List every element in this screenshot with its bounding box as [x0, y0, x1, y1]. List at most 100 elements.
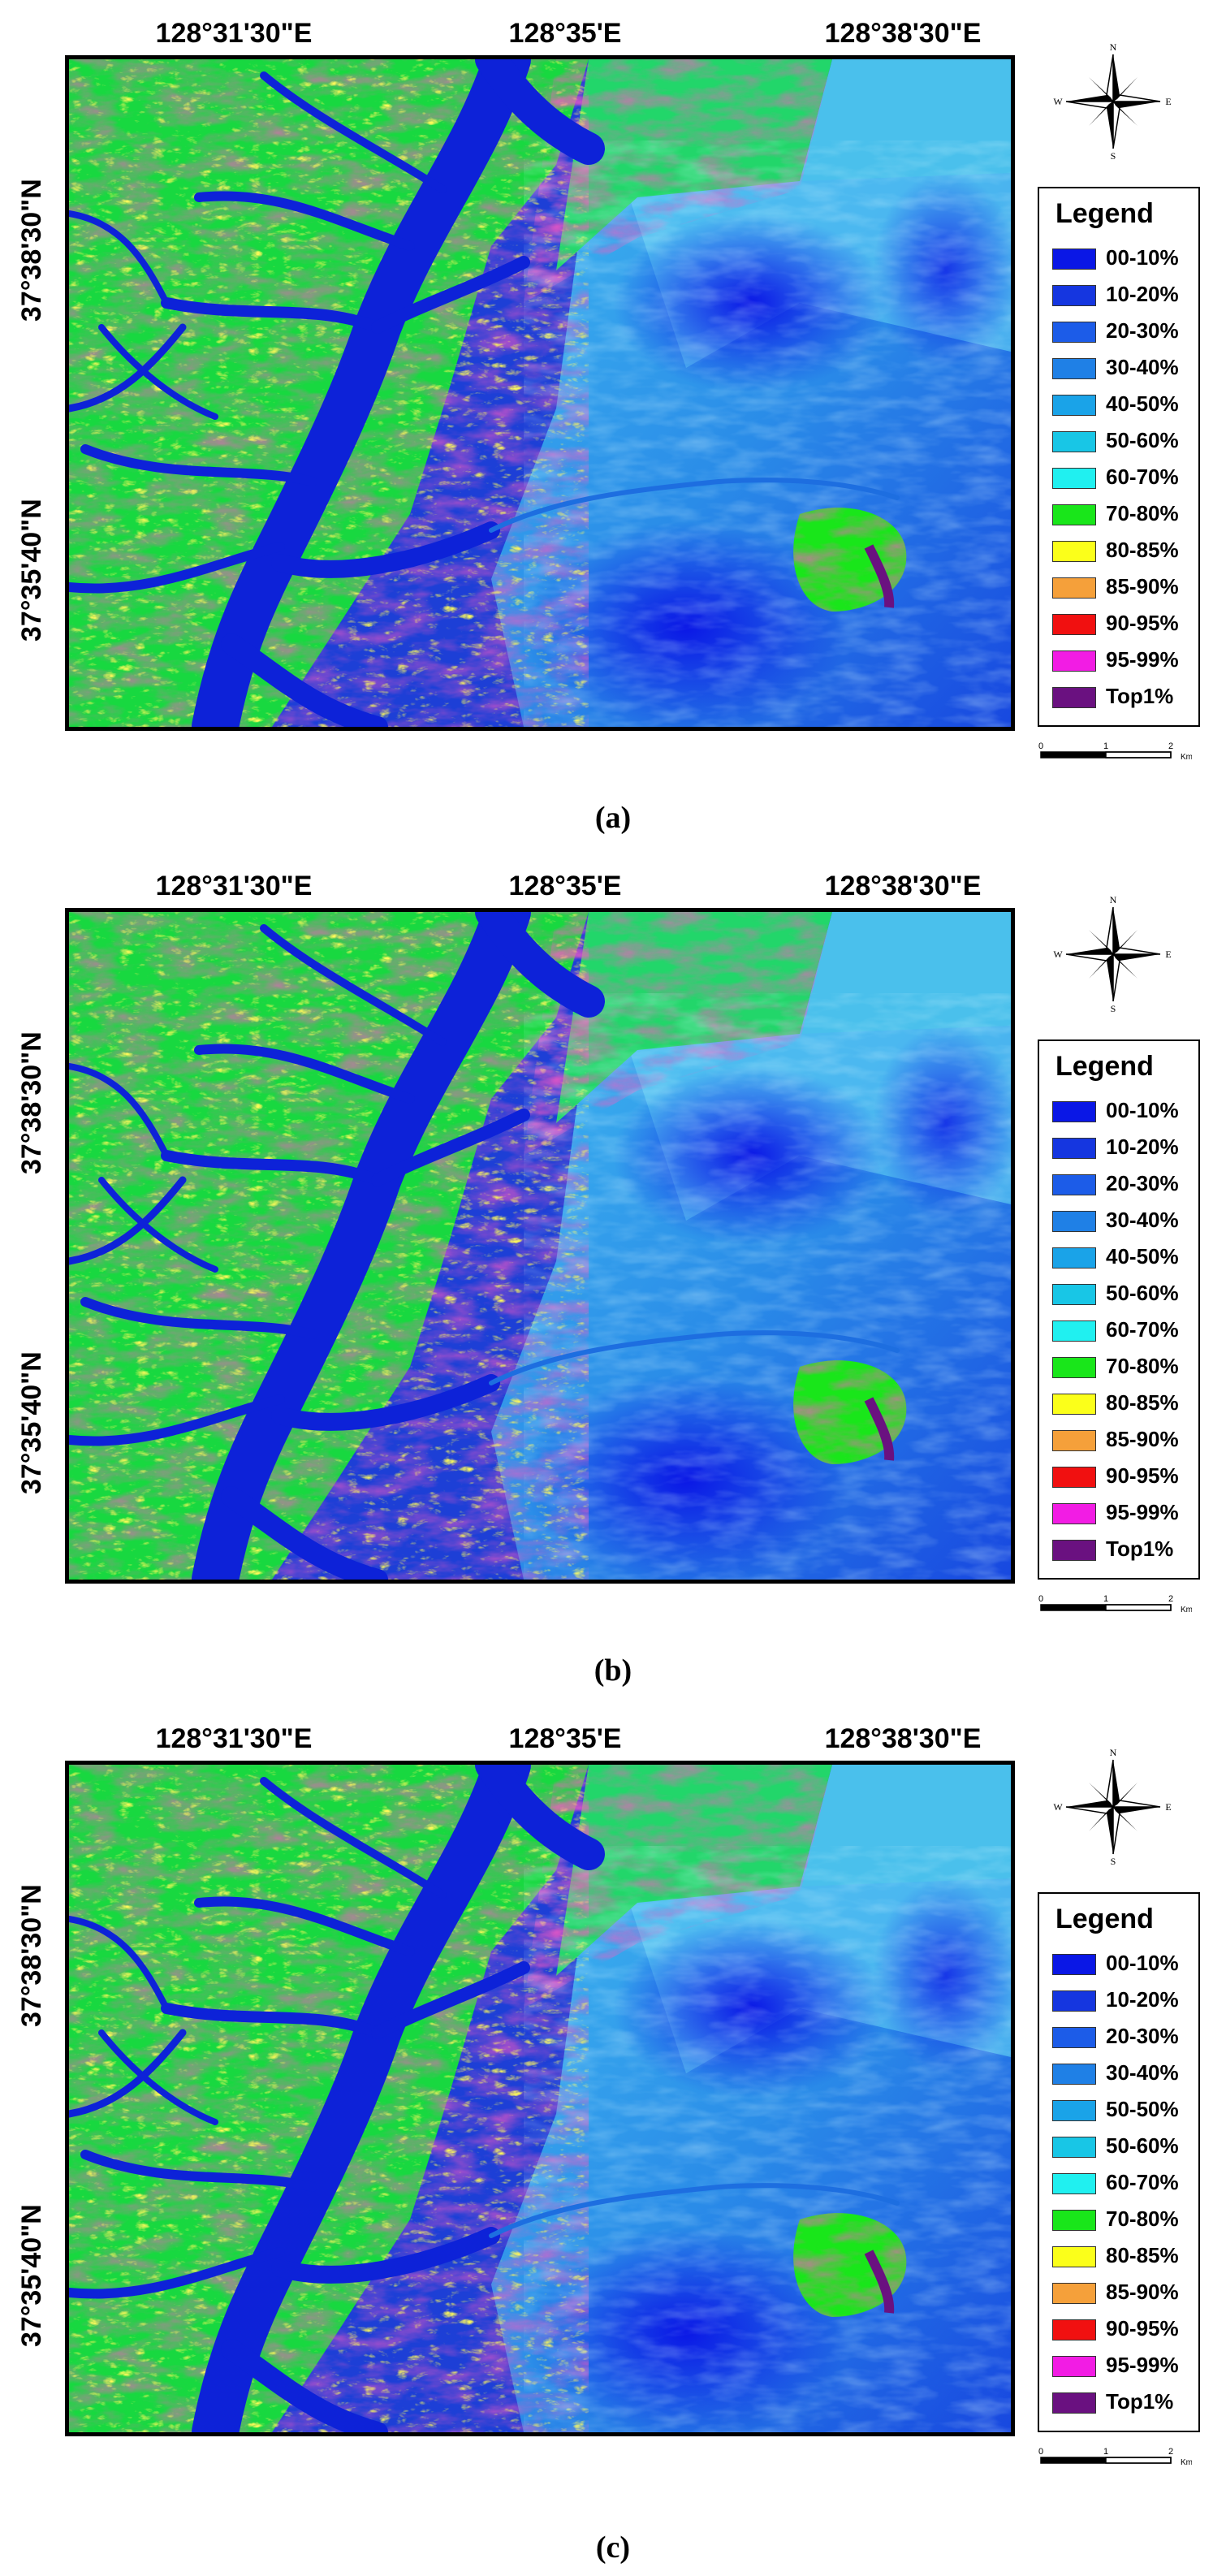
legend-swatch — [1052, 358, 1096, 379]
legend-swatch — [1052, 1990, 1096, 2012]
compass-w: W — [1053, 1801, 1063, 1813]
legend-item: 00-10% — [1052, 1096, 1198, 1127]
legend-swatch — [1052, 541, 1096, 562]
legend-swatch — [1052, 2137, 1096, 2158]
legend-swatch — [1052, 1211, 1096, 1232]
legend-swatch — [1052, 2319, 1096, 2340]
legend-label: 90-95% — [1106, 611, 1179, 635]
legend-label: 80-85% — [1106, 2243, 1179, 2267]
legend-swatch — [1052, 395, 1096, 416]
latitude-label: 37°35'40"N — [16, 1351, 47, 1494]
legend-label: 50-50% — [1106, 2097, 1179, 2121]
legend-item: 60-70% — [1052, 1316, 1198, 1346]
latitude-label: 37°38'30"N — [16, 179, 47, 322]
legend-label: 00-10% — [1106, 1098, 1179, 1122]
legend-item: 10-20% — [1052, 1986, 1198, 2016]
legend-item: 30-40% — [1052, 1206, 1198, 1237]
map-raster — [69, 59, 1011, 727]
legend-label: Top1% — [1106, 1537, 1174, 1561]
legend-item: Top1% — [1052, 2388, 1198, 2418]
legend-title: Legend — [1055, 1051, 1154, 1082]
compass-e: E — [1165, 1801, 1171, 1813]
scale-tick-1: 1 — [1103, 2447, 1108, 2457]
legend-item: 50-60% — [1052, 2132, 1198, 2163]
legend-label: 70-80% — [1106, 501, 1179, 525]
legend-label: 30-40% — [1106, 1208, 1179, 1232]
legend-item: 70-80% — [1052, 1352, 1198, 1383]
compass-s: S — [1111, 1003, 1116, 1014]
legend-label: 90-95% — [1106, 1463, 1179, 1488]
legend-title: Legend — [1055, 198, 1154, 229]
legend-label: 90-95% — [1106, 2316, 1179, 2340]
legend-label: Top1% — [1106, 2389, 1174, 2414]
legend-label: 20-30% — [1106, 2024, 1179, 2048]
susceptibility-map[interactable] — [65, 908, 1015, 1584]
legend-label: 10-20% — [1106, 1135, 1179, 1159]
legend-item: 10-20% — [1052, 280, 1198, 311]
legend-item: 80-85% — [1052, 2241, 1198, 2272]
legend-label: 50-60% — [1106, 2133, 1179, 2158]
panel-caption: (a) — [594, 801, 632, 835]
legend-swatch — [1052, 577, 1096, 599]
scale-tick-1: 1 — [1103, 1594, 1108, 1604]
legend-item: 20-30% — [1052, 317, 1198, 348]
legend-item: 60-70% — [1052, 463, 1198, 494]
legend: Legend 00-10% 10-20% 20-30% 30-40% 40-50% 50-… — [1038, 187, 1200, 727]
legend-label: 40-50% — [1106, 1244, 1179, 1269]
compass-s: S — [1111, 1856, 1116, 1867]
scale-tick-0: 0 — [1038, 2447, 1043, 2457]
north-arrow-icon: N S E W — [1053, 41, 1171, 162]
legend-label: 30-40% — [1106, 2060, 1179, 2085]
legend-swatch — [1052, 1101, 1096, 1122]
legend-item: 50-60% — [1052, 1279, 1198, 1310]
legend-swatch — [1052, 285, 1096, 306]
longitude-label: 128°31'30"E — [155, 1723, 313, 1754]
legend-label: 70-80% — [1106, 1354, 1179, 1378]
scale-tick-2: 2 — [1168, 2447, 1173, 2457]
legend-label: 80-85% — [1106, 1390, 1179, 1415]
longitude-label: 128°38'30"E — [824, 18, 982, 49]
legend-item: 30-40% — [1052, 2059, 1198, 2090]
legend-item: 90-95% — [1052, 609, 1198, 640]
legend-label: 85-90% — [1106, 2280, 1179, 2304]
longitude-label: 128°38'30"E — [824, 871, 982, 901]
legend-label: 60-70% — [1106, 1317, 1179, 1342]
legend-swatch — [1052, 1320, 1096, 1342]
legend-item: 50-50% — [1052, 2095, 1198, 2126]
legend-label: 20-30% — [1106, 318, 1179, 343]
legend-swatch — [1052, 1394, 1096, 1415]
legend-item: 00-10% — [1052, 1949, 1198, 1980]
legend-swatch — [1052, 431, 1096, 452]
scale-bar: 0 1 2 Km — [1038, 741, 1192, 762]
north-arrow-icon: N S E W — [1053, 1747, 1171, 1867]
scale-bar: 0 1 2 Km — [1038, 1594, 1192, 1614]
valley-network — [69, 912, 900, 1580]
legend-label: 85-90% — [1106, 574, 1179, 599]
legend-swatch — [1052, 2210, 1096, 2231]
legend-label: 10-20% — [1106, 1987, 1179, 2012]
susceptibility-map[interactable] — [65, 1761, 1015, 2436]
map-raster — [69, 1765, 1011, 2432]
legend-label: Top1% — [1106, 684, 1174, 708]
latitude-label: 37°38'30"N — [16, 1884, 47, 2027]
longitude-label: 128°35'E — [508, 871, 622, 901]
scale-unit: Km — [1181, 1606, 1192, 1614]
compass-e: E — [1165, 949, 1171, 960]
legend-item: 90-95% — [1052, 1462, 1198, 1493]
longitude-label: 128°38'30"E — [824, 1723, 982, 1754]
legend-item: 60-70% — [1052, 2168, 1198, 2199]
scale-unit: Km — [1181, 2458, 1192, 2467]
legend-swatch — [1052, 1540, 1096, 1561]
legend-swatch — [1052, 2246, 1096, 2267]
legend-swatch — [1052, 2064, 1096, 2085]
legend-label: 40-50% — [1106, 391, 1179, 416]
legend-item: 95-99% — [1052, 1498, 1198, 1529]
scale-tick-2: 2 — [1168, 741, 1173, 751]
legend-swatch — [1052, 687, 1096, 708]
north-arrow-icon: N S E W — [1053, 894, 1171, 1014]
scale-tick-2: 2 — [1168, 1594, 1173, 1604]
legend-item: 85-90% — [1052, 2278, 1198, 2309]
susceptibility-map[interactable] — [65, 55, 1015, 731]
latitude-label: 37°38'30"N — [16, 1031, 47, 1174]
legend-label: 20-30% — [1106, 1171, 1179, 1195]
